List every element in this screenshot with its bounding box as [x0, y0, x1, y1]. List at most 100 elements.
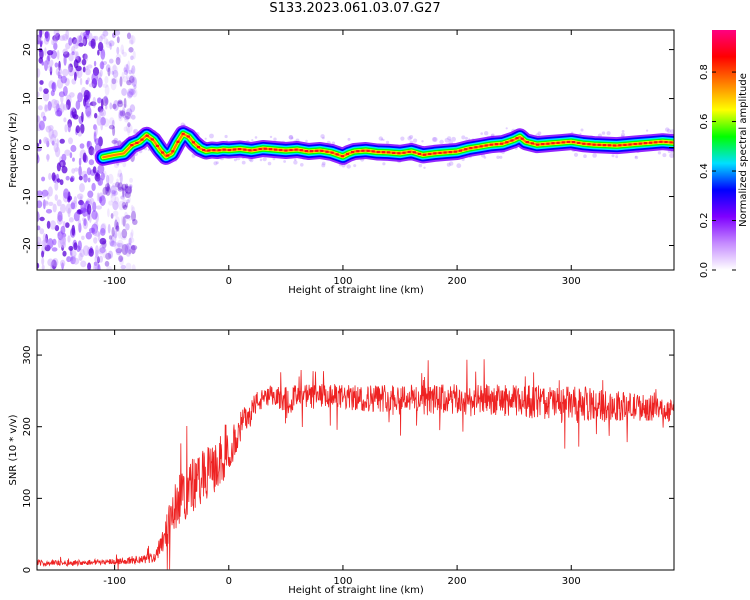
ridge-speckle: [446, 162, 451, 167]
noise-blob: [103, 118, 110, 127]
x-tick-label: 0: [226, 576, 232, 587]
ridge-core-point: [335, 153, 339, 156]
ridge-speckle: [499, 155, 503, 159]
ridge-core-point: [161, 151, 165, 154]
noise-blob: [78, 157, 82, 167]
noise-blob: [50, 261, 53, 270]
ridge-speckle: [409, 135, 414, 139]
ridge-core-point: [212, 149, 216, 152]
ridge-core-point: [186, 135, 190, 138]
noise-blob: [62, 234, 67, 246]
noise-blob: [82, 53, 88, 60]
ridge-core-point: [417, 152, 421, 155]
noise-blob: [41, 239, 47, 247]
noise-blob: [110, 185, 117, 195]
noise-blob: [42, 115, 47, 122]
ridge-core-point: [448, 151, 452, 154]
noise-blob: [112, 182, 116, 188]
ridge-core-point: [130, 144, 134, 147]
noise-blob: [37, 36, 41, 45]
noise-blob: [37, 68, 41, 78]
noise-blob: [93, 124, 97, 131]
noise-blob: [102, 30, 109, 37]
noise-blob: [55, 67, 63, 77]
ridge-core-point: [561, 141, 565, 144]
ridge-speckle: [431, 137, 437, 142]
noise-blob: [48, 125, 54, 131]
noise-blob: [78, 252, 83, 262]
ridge-speckle: [573, 152, 579, 157]
ridge-core-point: [494, 143, 499, 146]
noise-blob: [63, 86, 68, 97]
noise-blob: [117, 239, 124, 249]
noise-blob: [89, 197, 95, 205]
ridge-core-point: [150, 138, 154, 141]
ridge-speckle: [346, 164, 351, 169]
noise-blob: [120, 111, 124, 116]
ridge-core-point: [607, 144, 612, 147]
noise-blob: [51, 39, 54, 46]
noise-blob: [121, 236, 127, 241]
noise-blob: [63, 86, 68, 91]
noise-blob: [42, 200, 49, 205]
ridge-speckle: [423, 166, 426, 169]
noise-blob: [122, 199, 127, 204]
noise-blob: [68, 53, 74, 62]
noise-blob: [121, 244, 129, 255]
noise-blob: [96, 97, 102, 104]
noise-blob: [91, 210, 98, 220]
noise-blob: [77, 193, 84, 200]
noise-blob: [85, 105, 92, 117]
noise-blob: [44, 201, 49, 206]
ridge-speckle: [634, 156, 637, 158]
noise-blob: [61, 244, 64, 251]
noise-blob: [49, 59, 54, 67]
noise-blob: [54, 62, 59, 68]
noise-blob: [130, 55, 134, 61]
noise-blob: [62, 104, 69, 111]
noise-blob: [101, 222, 107, 231]
noise-blob: [63, 188, 70, 199]
ridge-speckle: [421, 140, 424, 143]
ridge-core-point: [571, 141, 576, 144]
ridge-speckle: [347, 137, 351, 141]
noise-blob: [122, 188, 127, 197]
ridge-speckle: [657, 151, 662, 155]
noise-blob: [108, 173, 114, 184]
ridge-core-point: [484, 144, 488, 147]
noise-blob: [85, 231, 93, 240]
noise-blob: [124, 117, 129, 123]
noise-blob: [97, 41, 104, 52]
noise-blob: [93, 35, 99, 41]
x-tick-label: 100: [333, 576, 352, 587]
noise-blob: [112, 32, 116, 39]
noise-blob: [81, 111, 84, 123]
ridge-core-point: [525, 141, 529, 144]
ridge-core-point: [602, 144, 606, 147]
noise-blob: [47, 258, 54, 267]
noise-blob: [55, 110, 62, 117]
y-tick-label: -10: [22, 188, 33, 204]
noise-blob: [121, 201, 126, 209]
ridge-speckle: [505, 127, 508, 130]
noise-blob: [113, 100, 119, 111]
noise-blob: [117, 182, 123, 190]
noise-blob: [101, 240, 107, 249]
colorbar-tick-label: 0.4: [699, 163, 710, 179]
ridge-speckle: [579, 132, 582, 135]
noise-blob: [89, 101, 97, 106]
noise-blob: [48, 128, 55, 140]
noise-blob: [97, 264, 101, 270]
noise-blob: [71, 168, 76, 174]
noise-blob: [129, 232, 134, 240]
ridge-speckle: [249, 158, 254, 163]
noise-blob: [103, 37, 108, 45]
ridge-speckle: [666, 128, 672, 133]
ridge-core-point: [232, 148, 237, 151]
noise-blob: [64, 149, 71, 156]
noise-blob: [118, 230, 121, 239]
noise-blob: [107, 182, 110, 193]
noise-blob: [86, 203, 92, 215]
noise-blob: [115, 248, 123, 254]
ridge-core-point: [304, 150, 308, 153]
